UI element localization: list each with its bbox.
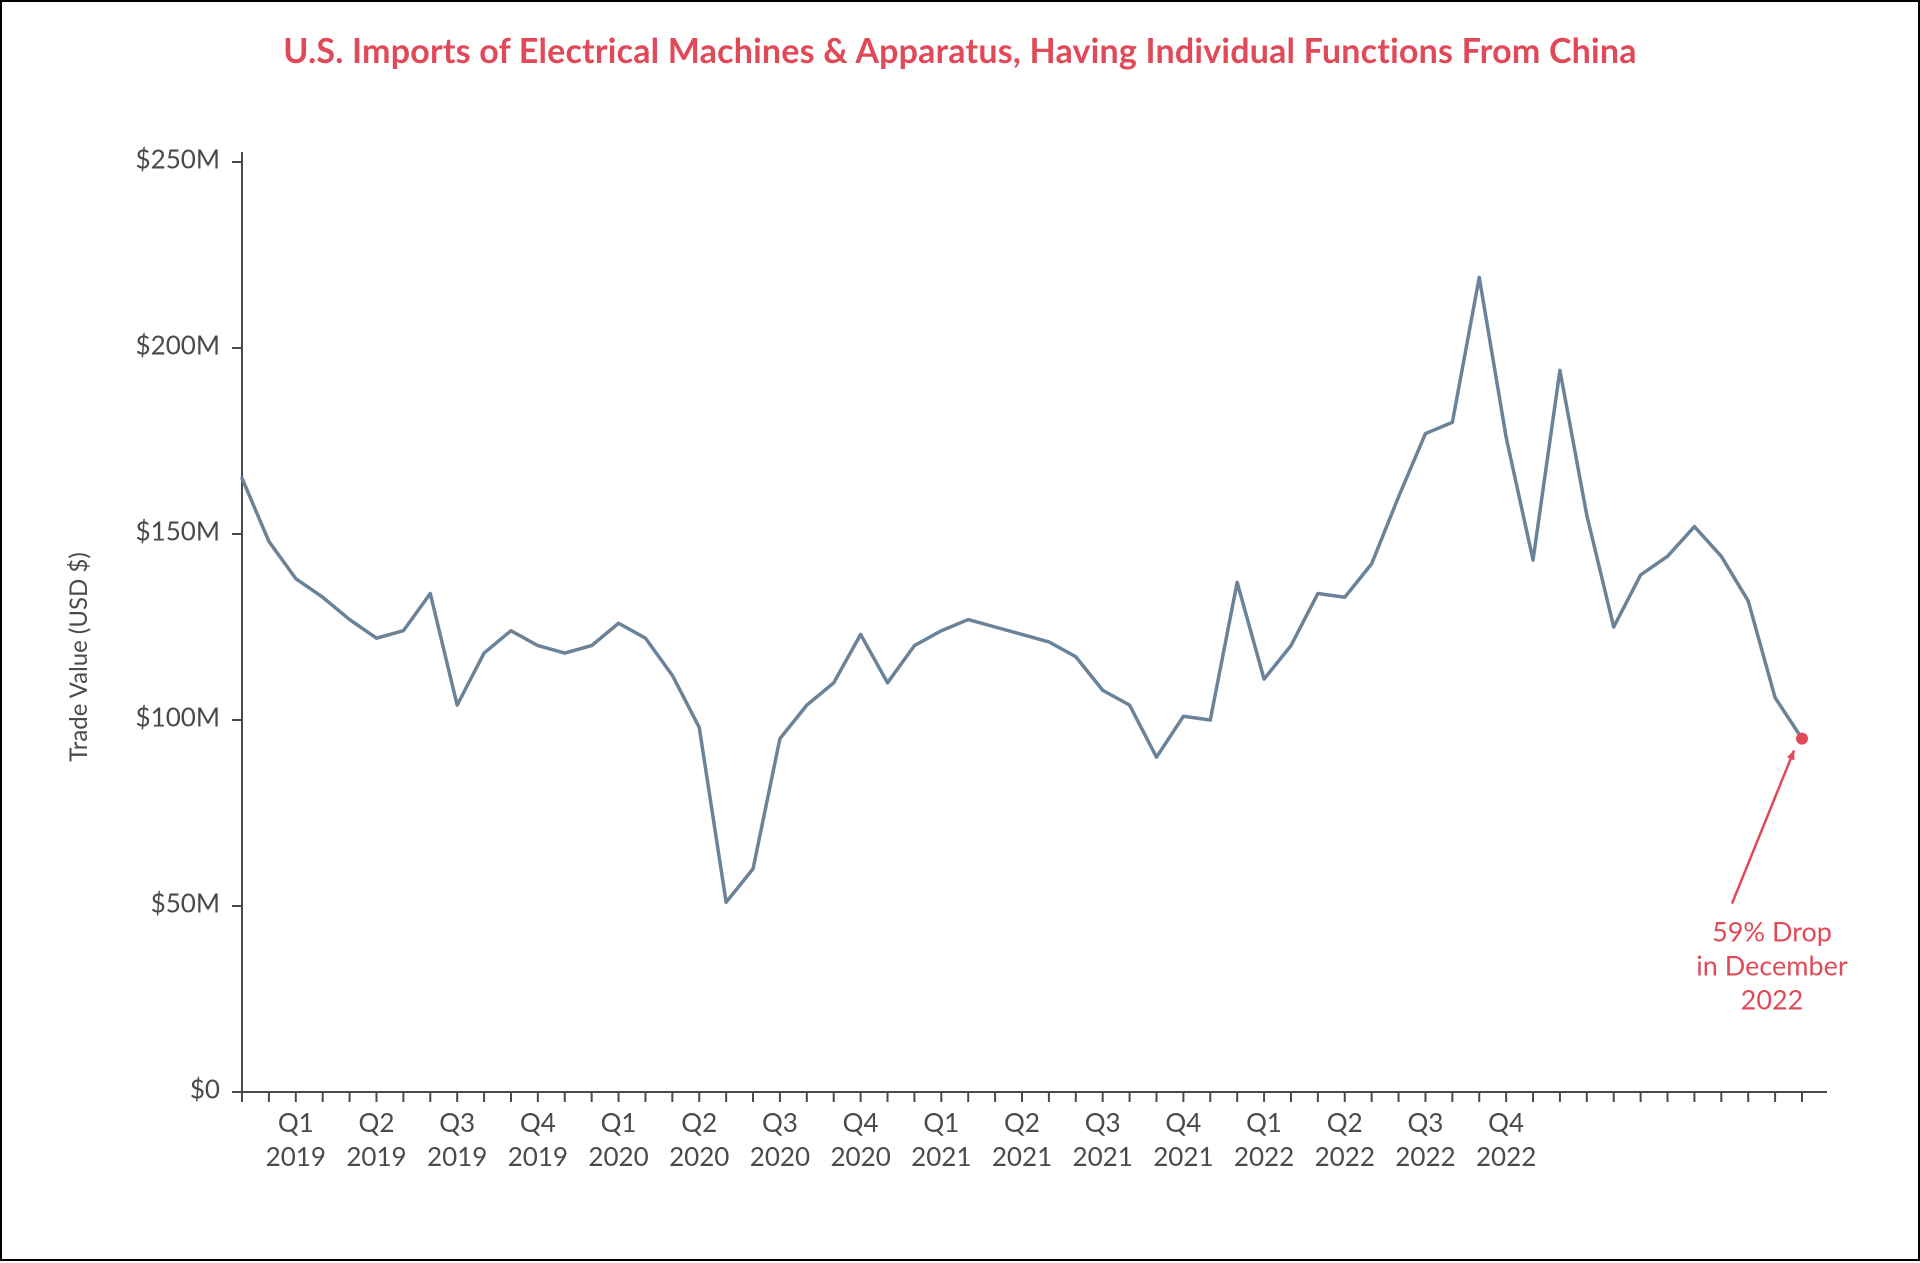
x-tick-label-year: 2020	[750, 1140, 810, 1172]
x-tick-label-quarter: Q1	[278, 1106, 314, 1138]
x-tick-label-year: 2019	[508, 1140, 568, 1172]
x-tick-label-quarter: Q1	[601, 1106, 637, 1138]
x-tick-label-quarter: Q1	[1246, 1106, 1282, 1138]
x-tick-label-quarter: Q3	[1407, 1106, 1443, 1138]
annotation-arrow	[1732, 751, 1794, 904]
y-tick-label: $50M	[151, 887, 220, 919]
x-tick-label-quarter: Q2	[681, 1106, 717, 1138]
end-marker	[1796, 733, 1808, 745]
y-tick-label: $0	[190, 1073, 220, 1105]
x-tick-label-year: 2020	[588, 1140, 648, 1172]
x-tick-label-year: 2022	[1395, 1140, 1455, 1172]
x-tick-label-year: 2022	[1234, 1140, 1294, 1172]
data-line	[242, 277, 1802, 902]
x-tick-label-year: 2020	[830, 1140, 890, 1172]
x-tick-label-quarter: Q2	[1004, 1106, 1040, 1138]
x-tick-label-quarter: Q4	[1165, 1106, 1201, 1138]
x-tick-label-year: 2022	[1476, 1140, 1536, 1172]
y-axis-label: Trade Value (USD $)	[64, 552, 93, 761]
x-tick-label-year: 2020	[669, 1140, 729, 1172]
x-tick-label-quarter: Q3	[1085, 1106, 1121, 1138]
y-tick-label: $250M	[136, 143, 220, 175]
chart-frame: U.S. Imports of Electrical Machines & Ap…	[0, 0, 1920, 1261]
annotation-text-line: 2022	[1741, 983, 1804, 1016]
chart-svg: $0 $50M $100M $150M $200M $250M Trade Value (U…	[2, 2, 1920, 1263]
x-tick-label-quarter: Q3	[762, 1106, 798, 1138]
x-tick-label-quarter: Q3	[439, 1106, 475, 1138]
x-tick-label-year: 2019	[266, 1140, 326, 1172]
x-tick-label-year: 2021	[1153, 1140, 1213, 1172]
x-tick-label-year: 2019	[427, 1140, 487, 1172]
x-tick-label-year: 2019	[346, 1140, 406, 1172]
x-tick-label-quarter: Q4	[843, 1106, 879, 1138]
x-tick-label-year: 2021	[992, 1140, 1052, 1172]
x-tick-label-year: 2022	[1315, 1140, 1375, 1172]
x-tick-label-quarter: Q4	[1488, 1106, 1524, 1138]
y-tick-label: $150M	[136, 515, 220, 547]
annotation-text-line: in December	[1696, 949, 1848, 982]
x-tick-label-quarter: Q4	[520, 1106, 556, 1138]
x-tick-label-quarter: Q2	[359, 1106, 395, 1138]
x-tick-label-year: 2021	[1073, 1140, 1133, 1172]
annotation-text-line: 59% Drop	[1712, 915, 1832, 948]
x-tick-label-year: 2021	[911, 1140, 971, 1172]
y-tick-label: $100M	[136, 701, 220, 733]
x-tick-label-quarter: Q2	[1327, 1106, 1363, 1138]
y-tick-label: $200M	[136, 329, 220, 361]
x-tick-label-quarter: Q1	[923, 1106, 959, 1138]
